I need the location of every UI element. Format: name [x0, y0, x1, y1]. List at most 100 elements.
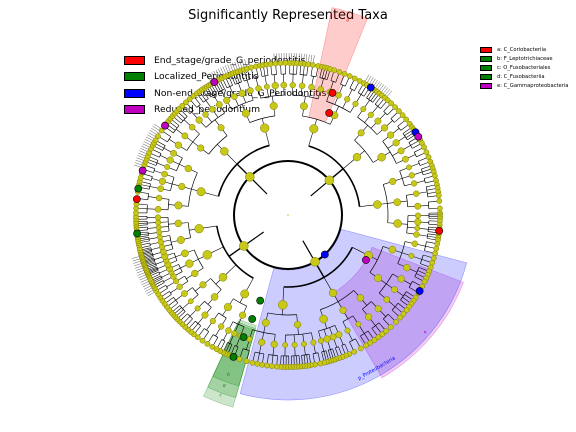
tree-node	[380, 124, 389, 132]
biomarker-node	[320, 250, 329, 259]
tree-node	[411, 240, 418, 247]
tree-node	[186, 96, 193, 102]
tree-node	[397, 147, 405, 155]
tree-node	[157, 238, 164, 246]
tree-node	[194, 305, 201, 312]
tree-node	[181, 132, 189, 140]
legend-main-swatch	[124, 72, 145, 82]
tree-node	[318, 337, 325, 344]
tree-node	[335, 92, 342, 99]
tree-node	[174, 219, 183, 228]
tree-node	[240, 289, 250, 299]
tree-node	[272, 60, 279, 67]
tree-node	[220, 147, 229, 156]
tree-node	[367, 111, 374, 118]
chart-title: Significantly Represented Taxa	[188, 8, 388, 23]
biomarker-node	[239, 333, 248, 342]
tree-node	[202, 250, 212, 260]
tree-node	[204, 341, 211, 347]
tree-node	[357, 345, 364, 352]
tree-node	[187, 298, 194, 305]
tree-node	[319, 314, 328, 324]
tree-node	[344, 327, 351, 334]
tree-node	[310, 257, 320, 267]
tree-node	[435, 192, 442, 199]
tree-node	[414, 212, 422, 219]
tree-node	[433, 245, 440, 252]
legend-side-entry: e: C_Gammaproteobacteria	[480, 81, 568, 90]
leaf-tick	[151, 128, 160, 134]
tree-node	[181, 249, 189, 258]
legend-side-swatch	[480, 55, 492, 62]
tree-node	[351, 348, 358, 355]
tree-node	[261, 318, 270, 327]
legend-side-swatch	[480, 46, 492, 53]
tree-node	[335, 331, 343, 339]
tree-node	[374, 117, 382, 125]
tree-node	[341, 71, 348, 77]
root-node	[287, 214, 289, 216]
clade-label-b: b	[226, 371, 231, 378]
tree-node	[199, 281, 207, 289]
tree-node	[392, 139, 400, 147]
legend-side-entry: b: F_Leptotrichiaceae	[480, 54, 568, 63]
tree-node	[259, 361, 265, 368]
tree-node	[185, 259, 194, 268]
biomarker-node	[161, 121, 169, 130]
tree-node	[367, 339, 374, 346]
tree-node	[406, 164, 412, 171]
tree-node	[155, 224, 162, 231]
tree-node	[264, 362, 270, 369]
tree-node	[352, 100, 359, 107]
tree-node	[365, 313, 373, 321]
legend-side-label: a: C_Coriobacteriia	[497, 46, 547, 53]
legend-main-swatch	[124, 55, 145, 65]
legend-main-label: Localized_Periodontitis	[154, 71, 259, 83]
tree-node	[158, 127, 165, 134]
tree-node	[223, 96, 231, 104]
tree-node	[176, 236, 185, 244]
tree-node	[399, 112, 406, 119]
tree-node	[166, 156, 174, 164]
tree-node	[383, 296, 390, 303]
tree-node	[434, 240, 441, 247]
biomarker-node	[210, 78, 219, 86]
tree-node	[267, 61, 274, 67]
tree-node	[271, 81, 279, 90]
tree-node	[155, 194, 163, 202]
tree-node	[202, 111, 209, 118]
tree-node	[179, 102, 186, 109]
tree-node	[196, 187, 206, 197]
tree-node	[260, 123, 270, 133]
tree-node	[249, 359, 256, 366]
tree-node	[154, 205, 162, 213]
tree-node	[374, 305, 382, 313]
tree-node	[373, 200, 382, 209]
tree-node	[223, 303, 232, 312]
tree-node	[164, 164, 171, 170]
tree-node	[421, 144, 427, 151]
legend-side-swatch	[480, 73, 492, 80]
clade-sector-c	[203, 321, 256, 408]
tree-node	[158, 177, 167, 185]
tree-node	[188, 123, 196, 131]
tree-node	[423, 149, 430, 156]
legend-side-label: d: C_Fusobacteriia	[497, 73, 545, 80]
tree-node	[431, 172, 438, 179]
biomarker-node	[435, 226, 444, 235]
legend-side-entry: d: C_Fusobacteriia	[480, 72, 568, 81]
tree-node	[225, 327, 232, 334]
tree-node	[210, 293, 219, 301]
tree-node	[413, 190, 420, 197]
biomarker-node	[132, 195, 141, 204]
tree-node	[191, 269, 199, 278]
tree-node	[155, 133, 161, 139]
tree-node	[217, 124, 225, 132]
legend-side-label: e: C_Gammaproteobacteria	[497, 82, 569, 89]
tree-node	[195, 116, 203, 124]
legend-main-label: End_stage/grade_G_periodontitis	[154, 54, 306, 66]
tree-node	[414, 218, 422, 226]
legend-main-label: Reduced_periodontium	[154, 104, 261, 116]
tree-node	[357, 129, 365, 137]
tree-node	[181, 290, 188, 297]
